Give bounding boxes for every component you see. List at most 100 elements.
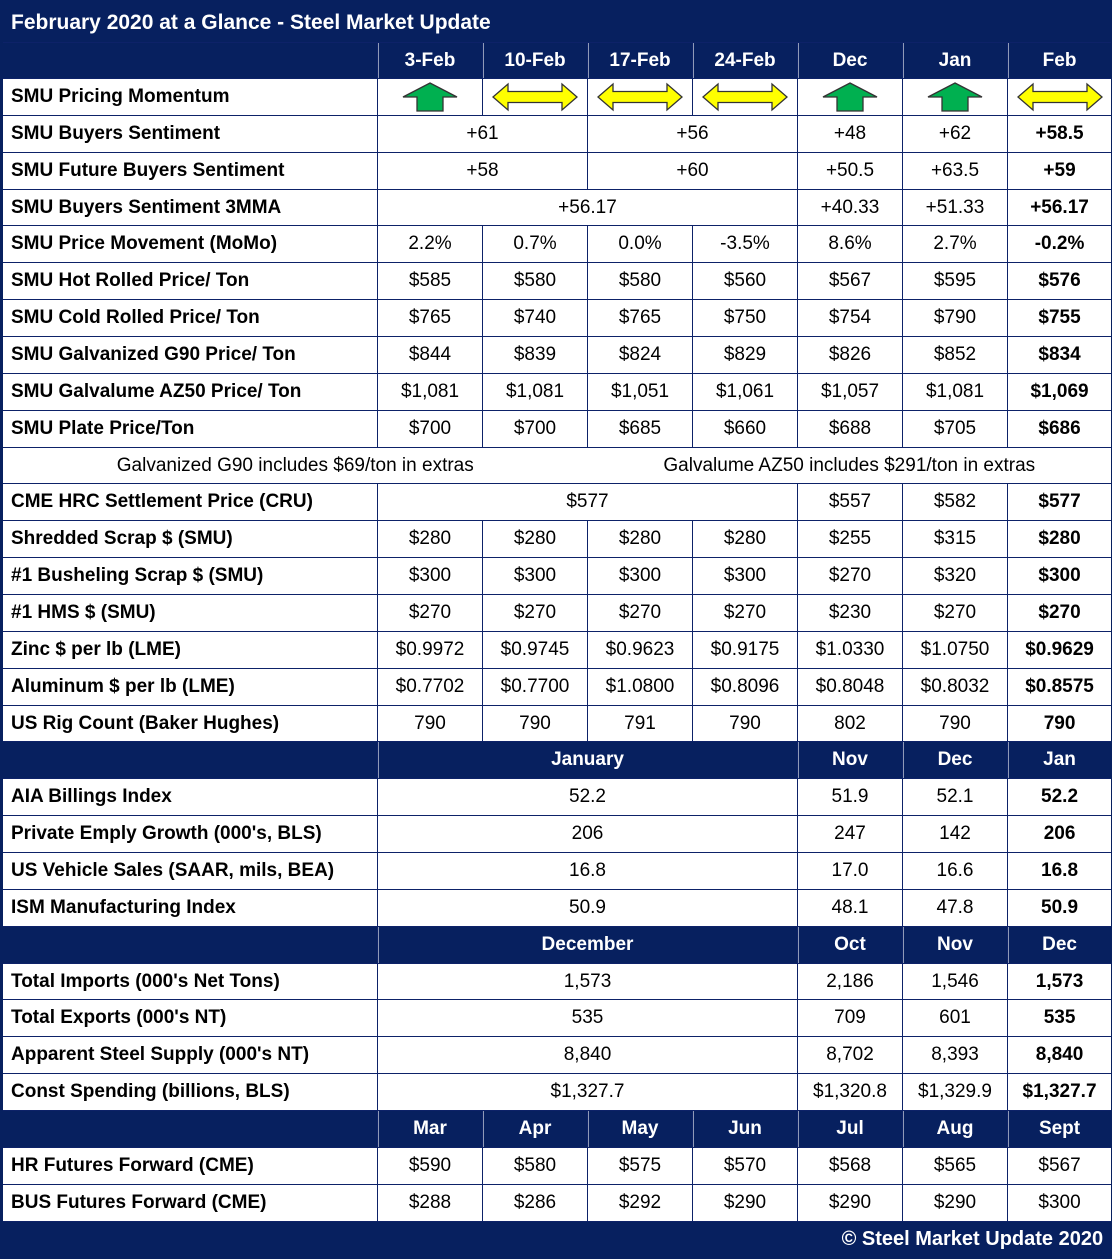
- row-label: SMU Cold Rolled Price/ Ton: [1, 299, 378, 338]
- col-header-feb: Feb: [1006, 42, 1112, 79]
- section-header-cell: Oct: [797, 925, 903, 964]
- value-cell: $270: [482, 594, 588, 632]
- momentum-cell: [902, 78, 1008, 116]
- footer-row: © Steel Market Update 2020: [0, 1221, 1112, 1258]
- value-cell: $270: [902, 594, 1008, 632]
- value-cell: $580: [587, 262, 693, 301]
- value-cell: $230: [797, 594, 903, 632]
- row-smu-cold-rolled-price-ton: SMU Cold Rolled Price/ Ton $765 $740 $765 $7…: [1, 299, 1112, 338]
- row-label: Const Spending (billions, BLS): [1, 1073, 378, 1112]
- value-cell: $0.8048: [797, 667, 903, 706]
- value-cell: $1,051: [587, 372, 693, 411]
- momentum-cell: [692, 78, 798, 116]
- row-us-rig-count-baker-hughes: US Rig Count (Baker Hughes) 790 790 791 790 8…: [1, 704, 1112, 743]
- row-label: SMU Galvanized G90 Price/ Ton: [1, 336, 378, 374]
- row-label: Total Exports (000's NT): [1, 999, 378, 1038]
- title-row: February 2020 at a Glance - Steel Market…: [0, 1, 1112, 43]
- value-cell: $280: [377, 520, 483, 559]
- value-cell: 50.9: [377, 888, 798, 927]
- value-cell: $1.0330: [797, 630, 903, 669]
- value-cell: $567: [797, 262, 903, 301]
- value-cell: 16.8: [377, 852, 798, 890]
- page-title: February 2020 at a Glance - Steel Market…: [0, 1, 1112, 43]
- note-text: Galvanized G90 includes $69/ton in extra…: [1, 446, 588, 485]
- value-cell: $315: [902, 520, 1008, 559]
- value-cell: $1.0800: [587, 667, 693, 706]
- corner-cell: [1, 42, 378, 79]
- row-smu-buyers-sentiment-3mma: SMU Buyers Sentiment 3MMA +56.17 +40.33 +51…: [1, 188, 1112, 227]
- value-cell: $1,327.7: [1006, 1073, 1112, 1112]
- row-label: AIA Billings Index: [1, 778, 378, 817]
- row-shredded-scrap-smu: Shredded Scrap $ (SMU) $280 $280 $280 $280 $2…: [1, 520, 1112, 559]
- value-cell: 142: [902, 815, 1008, 854]
- value-cell: $700: [377, 409, 483, 448]
- momentum-cell: [587, 78, 693, 116]
- value-cell: +58: [377, 151, 588, 190]
- section-header-cell: December: [377, 925, 798, 964]
- value-cell: $557: [797, 483, 903, 522]
- section-header-cell: Nov: [797, 741, 903, 780]
- value-cell: 790: [482, 704, 588, 743]
- row-label: SMU Galvalume AZ50 Price/ Ton: [1, 372, 378, 411]
- row-label: SMU Future Buyers Sentiment: [1, 151, 378, 190]
- value-cell: $290: [692, 1183, 798, 1223]
- value-cell: +48: [797, 114, 903, 153]
- col-header-17-feb: 17-Feb: [587, 42, 693, 79]
- momentum-up-icon: [402, 82, 458, 112]
- value-cell: -3.5%: [692, 225, 798, 264]
- momentum-left-right-icon: [702, 82, 788, 112]
- value-cell: 206: [377, 815, 798, 854]
- row-total-exports-000-s-nt: Total Exports (000's NT) 535 709 601 535: [1, 999, 1112, 1038]
- row-private-emply-growth-000-s-bls: Private Emply Growth (000's, BLS) 206 247 1…: [1, 815, 1112, 854]
- section-header-cell: May: [587, 1110, 693, 1148]
- value-cell: $755: [1006, 299, 1112, 338]
- row-1-hms-smu: #1 HMS $ (SMU) $270 $270 $270 $270 $230 $270 $2…: [1, 594, 1112, 632]
- value-cell: 247: [797, 815, 903, 854]
- row-cme-hrc-settlement-price-cru: CME HRC Settlement Price (CRU) $577 $557 $5…: [1, 483, 1112, 522]
- value-cell: $1,061: [692, 372, 798, 411]
- value-cell: $300: [377, 557, 483, 596]
- value-cell: $1,327.7: [377, 1073, 798, 1112]
- momentum-cell: [797, 78, 903, 116]
- value-cell: $740: [482, 299, 588, 338]
- col-header-jan: Jan: [902, 42, 1008, 79]
- value-cell: +40.33: [797, 188, 903, 227]
- row-zinc-per-lb-lme: Zinc $ per lb (LME) $0.9972 $0.9745 $0.9623…: [1, 630, 1112, 669]
- value-cell: $568: [797, 1146, 903, 1185]
- value-cell: 52.2: [1006, 778, 1112, 817]
- value-cell: 8,840: [377, 1036, 798, 1075]
- row-label: SMU Plate Price/Ton: [1, 409, 378, 448]
- row-label: US Rig Count (Baker Hughes): [1, 704, 378, 743]
- row-const-spending-billions-bls: Const Spending (billions, BLS) $1,327.7 $1…: [1, 1073, 1112, 1112]
- row-label: Zinc $ per lb (LME): [1, 630, 378, 669]
- value-cell: $567: [1006, 1146, 1112, 1185]
- row-label: [1, 741, 378, 780]
- value-cell: $577: [1006, 483, 1112, 522]
- value-cell: 1,546: [902, 962, 1008, 1001]
- value-cell: -0.2%: [1006, 225, 1112, 264]
- row-smu-pricing-momentum: SMU Pricing Momentum: [1, 78, 1112, 116]
- value-cell: $300: [692, 557, 798, 596]
- value-cell: 8,702: [797, 1036, 903, 1075]
- section-header-cell: Sept: [1006, 1110, 1112, 1148]
- value-cell: +62: [902, 114, 1008, 153]
- value-cell: $595: [902, 262, 1008, 301]
- row-smu-buyers-sentiment: SMU Buyers Sentiment +61 +56 +48 +62 +58.5: [1, 114, 1112, 153]
- value-cell: +59: [1006, 151, 1112, 190]
- value-cell: $580: [482, 1146, 588, 1185]
- value-cell: +60: [587, 151, 798, 190]
- value-cell: +50.5: [797, 151, 903, 190]
- value-cell: $686: [1006, 409, 1112, 448]
- value-cell: +56.17: [1006, 188, 1112, 227]
- row-label: US Vehicle Sales (SAAR, mils, BEA): [1, 852, 378, 890]
- value-cell: $1,081: [902, 372, 1008, 411]
- value-cell: $320: [902, 557, 1008, 596]
- momentum-cell: [482, 78, 588, 116]
- row-note: Galvanized G90 includes $69/ton in extra…: [1, 446, 1112, 485]
- row-label: HR Futures Forward (CME): [1, 1146, 378, 1185]
- value-cell: $700: [482, 409, 588, 448]
- value-cell: $575: [587, 1146, 693, 1185]
- value-cell: $280: [482, 520, 588, 559]
- value-cell: $1,069: [1006, 372, 1112, 411]
- row-label: Private Emply Growth (000's, BLS): [1, 815, 378, 854]
